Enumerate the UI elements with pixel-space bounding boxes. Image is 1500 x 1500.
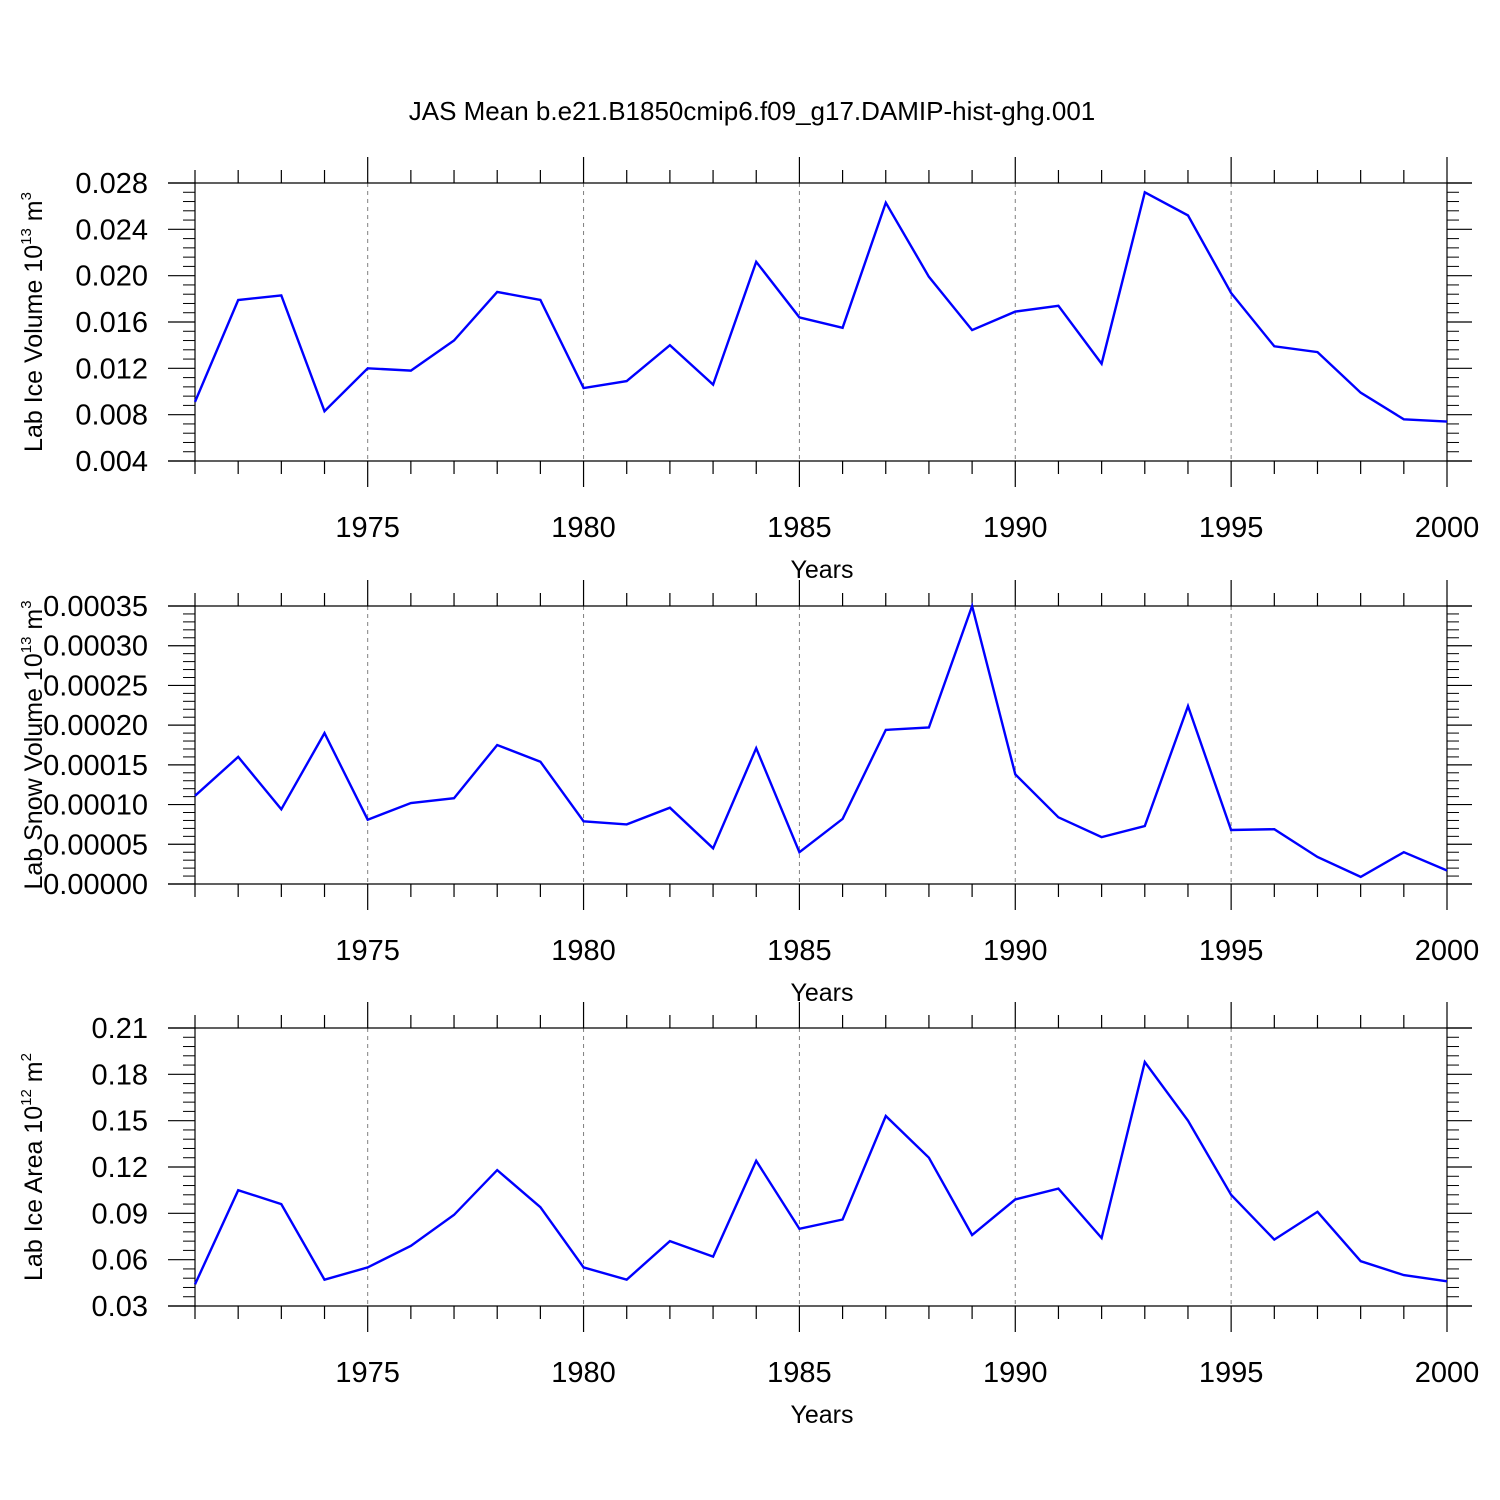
x-tick-label: 1990 [983, 935, 1048, 967]
x-tick-label: 2000 [1415, 512, 1480, 544]
y-tick-label: 0.00035 [43, 591, 148, 623]
panel-2: 0.00000 0.00005 0.00010 0.00015 0.00020 0.000… [18, 580, 1479, 1007]
x-tick-label: 1995 [1199, 935, 1264, 967]
y-axis-label: Lab Ice Area 1012 m2 [18, 1053, 48, 1281]
series-line [194, 601, 1448, 879]
y-tick-label: 0.012 [75, 353, 148, 385]
x-tick-label: 1985 [767, 512, 832, 544]
chart-title: JAS Mean b.e21.B1850cmip6.f09_g17.DAMIP-… [409, 96, 1096, 126]
y-tick-label: 0.12 [92, 1152, 148, 1184]
y-tick-label: 0.00010 [43, 790, 148, 822]
x-tick-label: 1990 [983, 1357, 1048, 1389]
y-tick-label: 0.020 [75, 261, 148, 293]
x-tick-label: 1975 [335, 1357, 400, 1389]
y-tick-label: 0.008 [75, 400, 148, 432]
series-line [193, 190, 1448, 423]
x-tick-label: 1980 [551, 935, 616, 967]
panels-group: 0.004 0.008 0.012 0.016 0.020 0.024 0.028 1975 1… [18, 157, 1479, 1429]
x-axis-label: Years [790, 556, 853, 584]
y-tick-label: 0.00025 [43, 670, 148, 702]
y-axis-label: Lab Ice Volume 1013 m3 [18, 192, 48, 452]
y-tick-label: 0.016 [75, 307, 148, 339]
y-tick-label: 0.028 [75, 168, 148, 200]
y-tick-label: 0.00015 [43, 750, 148, 782]
y-tick-label: 0.00000 [43, 869, 148, 901]
y-tick-label: 0.09 [92, 1198, 148, 1230]
x-tick-label: 1975 [335, 935, 400, 967]
y-tick-label: 0.00030 [43, 631, 148, 663]
panel-1: 0.004 0.008 0.012 0.016 0.020 0.024 0.028 1975 1… [18, 157, 1479, 584]
y-tick-label: 0.21 [92, 1013, 148, 1045]
x-axis-label: Years [790, 1401, 853, 1429]
series-line [193, 1059, 1448, 1285]
x-tick-label: 1990 [983, 512, 1048, 544]
x-tick-label: 1980 [551, 512, 616, 544]
x-tick-label: 1985 [767, 1357, 832, 1389]
y-tick-label: 0.03 [92, 1291, 148, 1323]
y-tick-label: 0.00020 [43, 710, 148, 742]
y-tick-label: 0.18 [92, 1059, 148, 1091]
y-tick-label: 0.00005 [43, 829, 148, 861]
x-tick-label: 1995 [1199, 512, 1264, 544]
y-axis-label: Lab Snow Volume 1013 m3 [18, 600, 48, 889]
y-tick-label: 0.15 [92, 1106, 148, 1138]
x-tick-label: 1985 [767, 935, 832, 967]
panel-3: 0.03 0.06 0.09 0.12 0.15 0.18 0.21 1975 1980 1985… [18, 1002, 1479, 1429]
x-tick-label: 1975 [335, 512, 400, 544]
x-tick-label: 2000 [1415, 1357, 1480, 1389]
x-tick-label: 1980 [551, 1357, 616, 1389]
y-tick-label: 0.024 [75, 214, 148, 246]
x-tick-label: 2000 [1415, 935, 1480, 967]
y-tick-label: 0.004 [75, 446, 148, 478]
y-tick-label: 0.06 [92, 1245, 148, 1277]
x-tick-label: 1995 [1199, 1357, 1264, 1389]
x-axis-label: Years [790, 979, 853, 1007]
